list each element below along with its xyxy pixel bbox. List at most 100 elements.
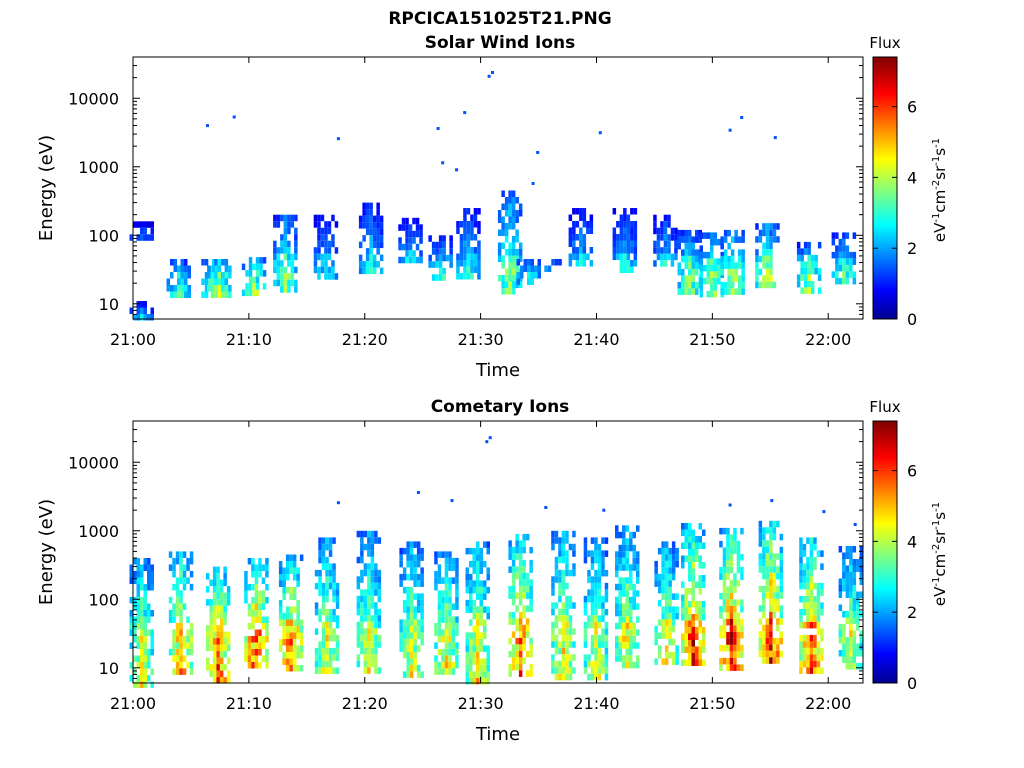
heatmap-cell	[184, 285, 188, 292]
heatmap-cell	[434, 655, 438, 662]
heatmap-cell	[615, 551, 619, 558]
heatmap-cell	[437, 590, 442, 597]
heatmap-cell	[360, 537, 364, 544]
heatmap-cell	[205, 586, 210, 593]
heatmap-cell	[664, 599, 669, 607]
heatmap-cell	[618, 577, 622, 584]
heatmap-cell	[657, 632, 662, 639]
heatmap-cell	[212, 657, 217, 665]
heatmap-cell	[677, 288, 681, 295]
heatmap-cell	[451, 629, 456, 636]
heatmap-cell	[413, 567, 417, 574]
heatmap-cell	[314, 602, 319, 609]
heatmap-cell	[597, 602, 602, 609]
heatmap-cell	[518, 255, 523, 262]
heatmap-cell	[204, 291, 209, 298]
heatmap-cell	[321, 628, 326, 635]
heatmap-cell	[691, 562, 695, 569]
heatmap-cell	[695, 268, 699, 276]
heatmap-cell	[772, 585, 777, 593]
heatmap-cell	[265, 571, 269, 578]
heatmap-cell	[420, 593, 424, 600]
heatmap-cell	[835, 271, 839, 278]
heatmap-cell	[374, 654, 378, 661]
heatmap-cell	[331, 214, 335, 222]
heatmap-cell	[217, 285, 222, 292]
heatmap-cell	[377, 537, 382, 544]
heatmap-cell	[504, 197, 509, 204]
heatmap-cell	[769, 249, 773, 256]
heatmap-cell	[477, 260, 481, 267]
heatmap-cell	[435, 254, 439, 262]
heatmap-cell	[529, 566, 533, 573]
heatmap-cell	[287, 214, 291, 222]
heatmap-cell	[504, 229, 509, 236]
flux-dot	[450, 499, 454, 503]
heatmap-cell	[483, 619, 487, 626]
heatmap-cell	[313, 221, 318, 228]
heatmap-cell	[363, 660, 368, 668]
y-tick-label: 100	[88, 590, 119, 609]
heatmap-cell	[765, 572, 770, 580]
heatmap-cell	[779, 650, 784, 658]
heatmap-cell	[412, 237, 416, 244]
heatmap-cell	[594, 569, 598, 577]
heatmap-cell	[247, 623, 252, 630]
heatmap-cell	[219, 677, 224, 684]
heatmap-cell	[332, 563, 336, 570]
heatmap-cell	[816, 602, 821, 609]
heatmap-cell	[331, 266, 335, 274]
heatmap-cell	[455, 590, 459, 597]
heatmap-cell	[688, 242, 692, 250]
heatmap-cell	[459, 240, 464, 247]
heatmap-cell	[360, 621, 364, 629]
heatmap-cell	[470, 247, 474, 254]
heatmap-cell	[362, 267, 366, 275]
heatmap-cell	[129, 629, 133, 636]
heatmap-cell	[285, 658, 290, 665]
heatmap-cell	[287, 260, 291, 267]
heatmap-cell	[698, 659, 702, 666]
heatmap-cell	[590, 550, 595, 557]
heatmap-cell	[143, 623, 147, 630]
heatmap-cell	[448, 551, 452, 558]
heatmap-cell	[273, 214, 277, 222]
x-tick-label: 22:00	[805, 330, 851, 349]
heatmap-cell	[741, 255, 745, 263]
heatmap-cell	[568, 253, 573, 260]
heatmap-cell	[244, 571, 248, 578]
heatmap-cell	[629, 596, 633, 604]
heatmap-cell	[717, 264, 721, 272]
heatmap-cell	[437, 635, 442, 643]
heatmap-cell	[520, 272, 524, 279]
heatmap-cell	[409, 664, 414, 672]
heatmap-cell	[273, 240, 277, 248]
heatmap-cell	[207, 285, 211, 292]
heatmap-cell	[583, 550, 588, 557]
heatmap-cell	[317, 247, 321, 254]
heatmap-cell	[799, 576, 803, 583]
heatmap-cell	[802, 602, 807, 609]
heatmap-cell	[722, 566, 727, 574]
heatmap-cell	[664, 593, 669, 600]
heatmap-cell	[180, 272, 184, 279]
heatmap-cell	[629, 564, 633, 571]
heatmap-cell	[772, 572, 777, 580]
heatmap-cell	[820, 563, 824, 570]
heatmap-cell	[636, 551, 640, 558]
heatmap-cell	[363, 563, 368, 570]
heatmap-cell	[324, 266, 328, 274]
heatmap-cell	[320, 260, 325, 267]
heatmap-cell	[681, 594, 685, 601]
heatmap-cell	[668, 580, 672, 587]
heatmap-cell	[525, 605, 530, 612]
heatmap-cell	[813, 660, 817, 668]
heatmap-cell	[807, 287, 811, 294]
heatmap-cell	[726, 644, 730, 652]
heatmap-cell	[477, 266, 481, 273]
heatmap-cell	[688, 646, 692, 653]
heatmap-cell	[688, 549, 692, 556]
heatmap-cell	[451, 564, 456, 571]
heatmap-cell	[681, 555, 685, 562]
heatmap-cell	[583, 641, 588, 648]
